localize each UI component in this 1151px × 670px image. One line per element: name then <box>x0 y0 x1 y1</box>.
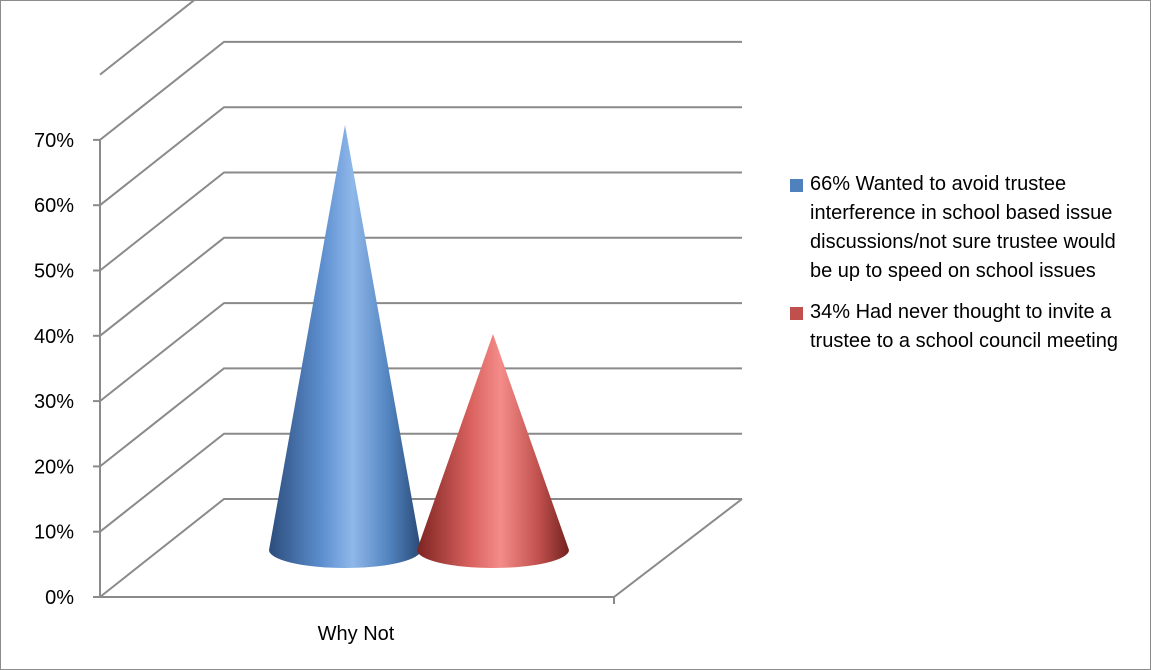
y-tick-label: 40% <box>34 326 74 348</box>
y-tick-label: 50% <box>34 261 74 283</box>
y-tick-label: 30% <box>34 391 74 413</box>
gridline <box>99 40 742 141</box>
legend: 66% Wanted to avoid trustee interference… <box>790 170 1130 368</box>
tick-labels: 0% 10% 20% 30% 40% 50% 60% 70% Why Not <box>34 130 395 645</box>
legend-item: 66% Wanted to avoid trustee interference… <box>790 170 1130 286</box>
gridline <box>99 236 742 337</box>
gridlines <box>99 0 742 598</box>
y-tick-label: 60% <box>34 195 74 217</box>
gridline <box>99 302 742 402</box>
gridline <box>99 106 742 206</box>
gridline <box>99 498 742 598</box>
y-tick-label: 70% <box>34 130 74 152</box>
legend-label: 66% Wanted to avoid trustee interference… <box>810 173 1116 282</box>
legend-swatch <box>790 307 803 320</box>
y-tick-label: 0% <box>45 587 74 609</box>
axes-layer <box>93 138 743 604</box>
gridline <box>99 0 197 76</box>
y-tick-label: 20% <box>34 456 74 478</box>
x-tick-label: Why Not <box>318 623 395 645</box>
legend-item: 34% Had never thought to invite a truste… <box>790 298 1130 356</box>
legend-label: 34% Had never thought to invite a truste… <box>810 301 1118 352</box>
gridline <box>99 367 742 468</box>
gridline <box>99 171 742 272</box>
y-tick-label: 10% <box>34 522 74 544</box>
cone-1 <box>269 125 421 568</box>
gridline <box>99 432 742 533</box>
cone-2 <box>417 333 569 568</box>
legend-swatch <box>790 179 803 192</box>
cones <box>269 125 569 568</box>
